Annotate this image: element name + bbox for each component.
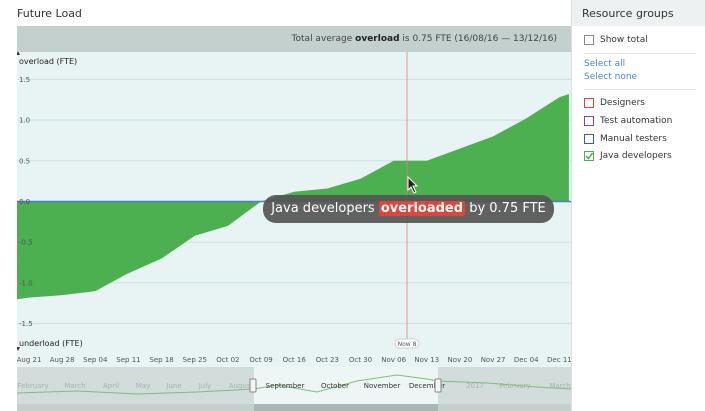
x-tick-label: Sep 18 bbox=[149, 356, 173, 364]
group-item[interactable]: Test automation bbox=[584, 116, 672, 126]
divider bbox=[584, 53, 696, 54]
summary-suffix: is 0.75 FTE (16/08/16 — 13/12/16) bbox=[399, 34, 557, 44]
summary-prefix: Total average bbox=[291, 34, 356, 44]
x-tick-label: Sep 25 bbox=[183, 356, 207, 364]
group-label: Manual testers bbox=[600, 134, 667, 144]
checkbox-icon[interactable] bbox=[584, 98, 594, 108]
now-marker bbox=[394, 338, 420, 349]
navigator-label: 2017 bbox=[466, 382, 484, 390]
summary-bar: Total average overload is 0.75 FTE (16/0… bbox=[17, 26, 571, 52]
group-item[interactable]: Java developers bbox=[584, 151, 672, 161]
tooltip: Java developers overloaded by 0.75 FTE bbox=[263, 195, 554, 223]
navigator-mask-right bbox=[438, 367, 571, 404]
x-tick-label: Nov 13 bbox=[414, 356, 439, 364]
y-tick-label: 0.5 bbox=[19, 157, 30, 165]
y-axis-title-underload: underload (FTE) bbox=[19, 339, 83, 348]
navigator-label: November bbox=[364, 382, 401, 390]
x-tick-label: Nov 06 bbox=[381, 356, 406, 364]
mouse-cursor-icon bbox=[407, 176, 419, 194]
navigator-label: August bbox=[229, 382, 254, 390]
navigator-label: March bbox=[549, 382, 570, 390]
group-item[interactable]: Manual testers bbox=[584, 134, 667, 144]
y-tick-label: -1.0 bbox=[19, 279, 33, 287]
show-total-label: Show total bbox=[600, 35, 648, 45]
navigator-series-line bbox=[17, 374, 571, 395]
navigator-scrollbar-thumb[interactable] bbox=[254, 404, 438, 411]
navigator-label: September bbox=[266, 382, 305, 390]
group-item[interactable]: Designers bbox=[584, 98, 645, 108]
group-label: Java developers bbox=[600, 151, 672, 161]
x-tick-label: Dec 11 bbox=[547, 356, 571, 364]
now-marker-label: Now 8 bbox=[398, 341, 417, 348]
x-tick-label: Aug 28 bbox=[50, 356, 75, 364]
tooltip-highlight: overloaded bbox=[378, 201, 466, 216]
navigator-window[interactable] bbox=[254, 367, 438, 404]
x-tick-label: Dec 04 bbox=[514, 356, 539, 364]
navigator-label: February bbox=[17, 382, 48, 390]
checkbox-checked-icon[interactable] bbox=[584, 151, 594, 161]
x-tick-label: Sep 11 bbox=[116, 356, 140, 364]
checkbox-icon[interactable] bbox=[584, 116, 594, 126]
resource-groups-panel: Resource groups Show total Select all Se… bbox=[571, 0, 705, 411]
navigator-label: May bbox=[136, 382, 150, 390]
navigator-label: February bbox=[499, 382, 530, 390]
summary-text: Total average overload is 0.75 FTE (16/0… bbox=[292, 34, 557, 44]
panel-title: Future Load bbox=[17, 7, 82, 20]
arrow-up-icon bbox=[17, 51, 20, 55]
navigator-label: April bbox=[103, 382, 119, 390]
checkbox-icon[interactable] bbox=[584, 35, 594, 45]
select-none-link[interactable]: Select none bbox=[584, 72, 638, 82]
group-label: Test automation bbox=[600, 116, 673, 126]
checkbox-icon[interactable] bbox=[584, 134, 594, 144]
y-tick-label: 1.0 bbox=[19, 117, 30, 125]
x-tick-label: Oct 23 bbox=[316, 356, 339, 364]
arrow-down-icon bbox=[17, 347, 20, 351]
x-tick-label: Oct 16 bbox=[283, 356, 307, 364]
navigator-mask-left bbox=[17, 367, 254, 404]
navigator-label: March bbox=[64, 382, 85, 390]
navigator-handle-right[interactable] bbox=[434, 378, 442, 393]
x-tick-label: Nov 20 bbox=[448, 356, 473, 364]
x-tick-label: Oct 30 bbox=[349, 356, 372, 364]
x-tick-label: Sep 04 bbox=[83, 356, 108, 364]
timeline-navigator[interactable]: February March April May June July August Septe… bbox=[17, 367, 571, 411]
side-title: Resource groups bbox=[572, 0, 705, 26]
y-axis-title-overload: overload (FTE) bbox=[19, 57, 77, 66]
y-tick-label: 0.0 bbox=[19, 198, 30, 206]
x-tick-label: Oct 02 bbox=[216, 356, 239, 364]
summary-bold: overload bbox=[355, 34, 400, 44]
y-tick-label: 1.5 bbox=[19, 76, 30, 84]
navigator-label: December bbox=[409, 382, 445, 390]
select-all-link[interactable]: Select all bbox=[584, 59, 626, 69]
tooltip-suffix: by 0.75 FTE bbox=[465, 201, 546, 216]
navigator-label: July bbox=[198, 382, 212, 390]
navigator-label: June bbox=[165, 382, 181, 390]
divider bbox=[584, 89, 696, 90]
x-tick-label: Aug 21 bbox=[17, 356, 41, 364]
future-load-panel: Future Load 1.5 1.0 0.5 0.0 -0.5 -1.0 -1.5 over… bbox=[17, 7, 571, 411]
tooltip-prefix: Java developers bbox=[271, 201, 379, 216]
y-tick-label: -1.5 bbox=[19, 320, 33, 328]
group-label: Designers bbox=[600, 98, 645, 108]
x-tick-label: Nov 27 bbox=[481, 356, 506, 364]
navigator-handle-left[interactable] bbox=[249, 378, 257, 393]
show-total-toggle[interactable]: Show total bbox=[584, 35, 648, 45]
y-tick-label: -0.5 bbox=[19, 239, 33, 247]
x-tick-label: Oct 09 bbox=[249, 356, 272, 364]
navigator-label: October bbox=[321, 382, 349, 390]
